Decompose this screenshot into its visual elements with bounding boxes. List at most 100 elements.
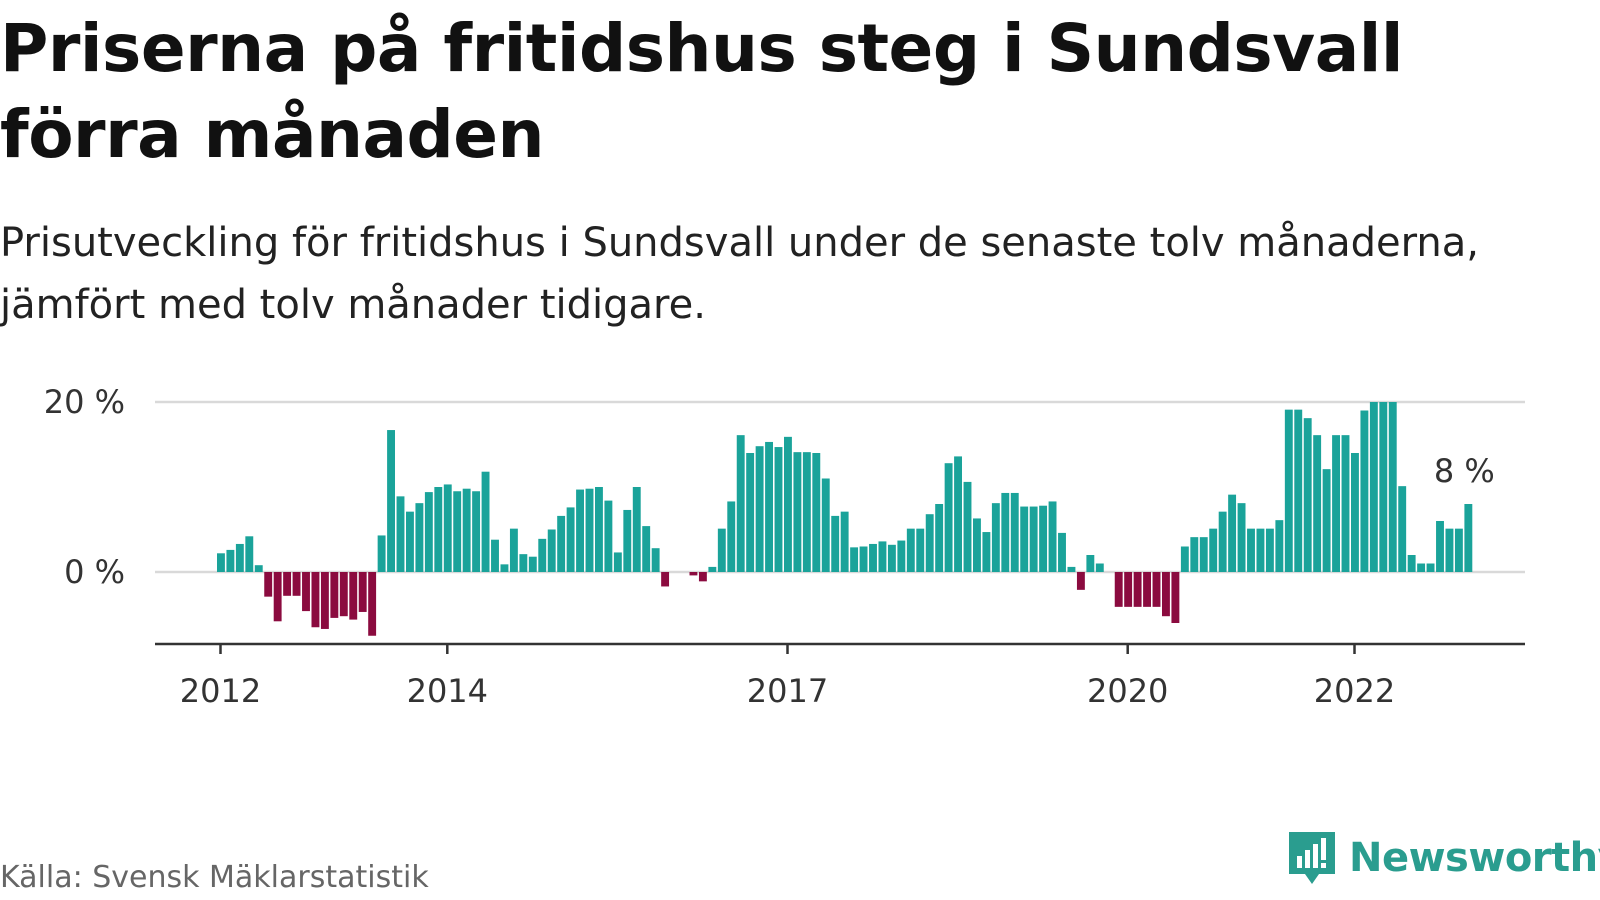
bar	[1313, 435, 1322, 572]
bar	[632, 487, 641, 572]
bar	[472, 491, 481, 572]
bar	[264, 572, 273, 597]
bar	[1436, 521, 1444, 572]
bar	[595, 487, 603, 572]
bar	[944, 463, 953, 572]
bar	[765, 441, 773, 572]
newsworthy-logo[interactable]: Newsworthy	[1287, 830, 1600, 886]
bar	[273, 572, 282, 622]
bar	[1114, 572, 1123, 607]
bar	[443, 484, 452, 572]
source-label: Källa: Svensk Mäklarstatistik	[0, 860, 429, 895]
bar	[708, 566, 717, 572]
bar	[812, 453, 821, 572]
bar	[784, 436, 792, 572]
bar	[1284, 409, 1293, 572]
axis-layer	[155, 642, 1525, 654]
bar	[897, 540, 906, 572]
bar	[311, 572, 320, 628]
bar	[802, 452, 811, 572]
bar	[1039, 505, 1048, 572]
bar	[377, 535, 386, 572]
x-tick-label: 2012	[180, 672, 261, 710]
bar	[254, 565, 263, 572]
bar	[406, 511, 414, 572]
bar	[1265, 528, 1274, 572]
bar	[1360, 410, 1369, 572]
bar	[1001, 492, 1010, 572]
x-tick-label: 2017	[747, 672, 828, 710]
bar	[982, 532, 991, 572]
bar	[1407, 555, 1416, 572]
bar	[396, 496, 405, 572]
bar	[500, 564, 509, 572]
bar	[869, 543, 877, 572]
bar	[1228, 494, 1237, 572]
bar	[387, 430, 395, 572]
bar	[755, 446, 764, 572]
chart-title: Priserna på fritidshus steg i Sundsvall …	[0, 10, 1403, 173]
newsworthy-icon	[1289, 832, 1335, 884]
bar	[424, 492, 433, 572]
bar	[283, 572, 292, 596]
bar	[973, 518, 981, 572]
bar	[1351, 453, 1359, 572]
bar	[736, 435, 745, 572]
bar	[746, 453, 755, 572]
bar	[963, 481, 972, 572]
bar	[235, 543, 244, 572]
bar	[613, 552, 622, 572]
bar	[1124, 572, 1133, 607]
bar	[415, 503, 424, 572]
bar	[519, 554, 528, 572]
bar	[954, 456, 962, 572]
bar	[349, 572, 358, 620]
bar	[1095, 563, 1104, 572]
bar	[330, 572, 339, 618]
last-value-label: 8 %	[1434, 452, 1495, 490]
bar	[859, 546, 868, 572]
bar	[585, 488, 594, 572]
bar	[453, 491, 462, 572]
chart-subtitle: Prisutveckling för fritidshus i Sundsval…	[0, 220, 1479, 328]
label-layer: 0 % 20 % 2012 2014 2017 2020 2022 8 %	[44, 383, 1495, 710]
bar	[1086, 555, 1095, 572]
bar	[1426, 563, 1435, 572]
y-tick-label: 20 %	[44, 383, 125, 421]
bar	[1275, 520, 1284, 572]
x-tick-label: 2020	[1087, 672, 1168, 710]
bar	[1180, 546, 1189, 572]
bar	[566, 507, 575, 572]
bar	[1190, 537, 1199, 572]
bar	[368, 572, 377, 636]
bar	[1237, 503, 1246, 572]
bar	[509, 528, 518, 572]
bar	[1247, 528, 1255, 572]
bar	[462, 488, 471, 572]
bar	[217, 553, 225, 572]
bar	[1445, 528, 1454, 572]
bar	[1199, 537, 1208, 572]
bar	[850, 547, 859, 572]
bar	[1303, 418, 1312, 572]
bar	[689, 572, 698, 576]
bar	[906, 528, 915, 572]
bar	[623, 509, 632, 572]
bar	[1417, 563, 1426, 572]
bar	[1029, 506, 1038, 572]
bar	[1162, 572, 1170, 617]
bar	[878, 541, 887, 572]
bar	[226, 549, 235, 572]
bar	[1133, 572, 1142, 607]
bar	[245, 536, 254, 572]
bar	[576, 489, 584, 572]
bar	[925, 514, 934, 572]
bar	[481, 471, 490, 572]
bar	[557, 515, 566, 572]
bar	[1322, 469, 1331, 572]
bar-layer	[217, 402, 1473, 636]
bar	[491, 539, 499, 572]
bar	[1218, 511, 1227, 572]
bar	[1076, 572, 1085, 590]
bar	[1398, 486, 1407, 572]
